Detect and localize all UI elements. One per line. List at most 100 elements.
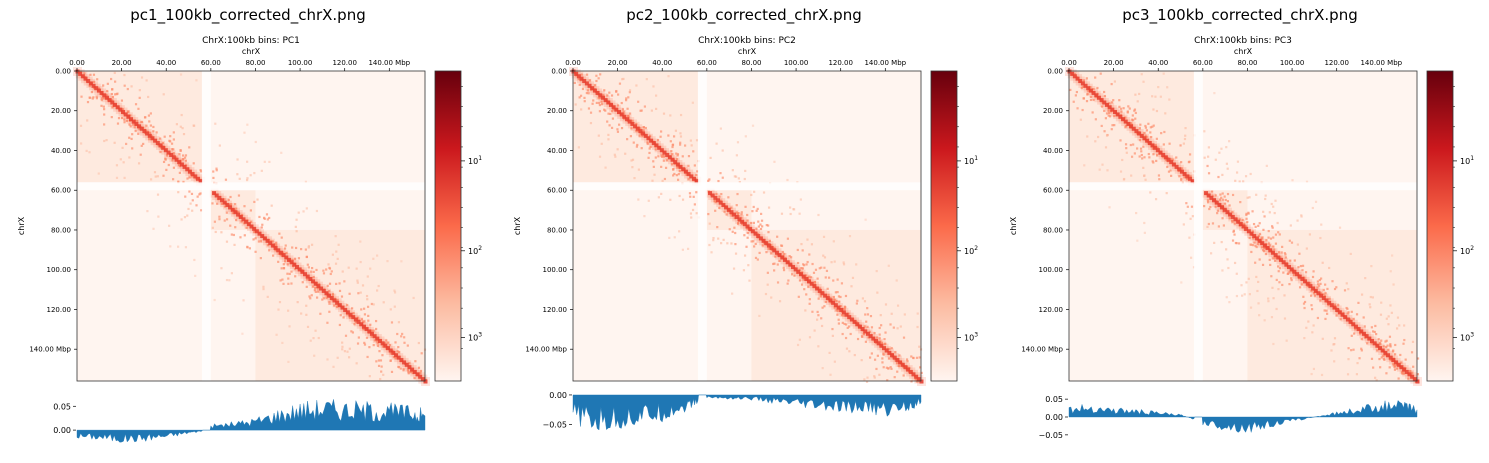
heatmap-cell [328, 289, 331, 293]
diagonal-halo [1185, 174, 1195, 184]
tick-base: 10 [1460, 157, 1470, 166]
heatmap-cell [626, 138, 629, 141]
diagonal-halo [756, 233, 766, 243]
diagonal-cell [1410, 374, 1415, 379]
heatmap-cell [80, 142, 83, 145]
diagonal-halo [233, 210, 243, 220]
x-tick-label: 80.00 [1237, 59, 1257, 67]
diagonal-cell [1332, 305, 1337, 310]
heatmap-cell [195, 204, 198, 207]
heatmap-cell [1300, 215, 1303, 218]
heatmap-cell [115, 176, 119, 179]
diagonal-halo [1102, 100, 1112, 110]
diagonal-halo [908, 369, 918, 379]
diagonal-cell [1348, 319, 1353, 324]
diagonal-halo [249, 224, 259, 234]
heatmap-cell [312, 337, 315, 340]
heatmap-cell [242, 299, 245, 302]
diagonal-cell [1281, 260, 1286, 265]
heatmap-cell [311, 285, 315, 288]
heatmap-cell [876, 291, 879, 294]
heatmap-cell [1292, 273, 1296, 277]
diagonal-halo [1359, 329, 1369, 339]
heatmap-cell [1182, 142, 1185, 145]
heatmap-cell [578, 96, 581, 99]
heatmap-cell [1323, 294, 1327, 297]
heatmap-cell [359, 260, 362, 264]
heatmap-cell [180, 113, 183, 117]
heatmap-cell [1207, 222, 1210, 226]
heatmap-cell [878, 373, 881, 376]
heatmap-cell [325, 268, 328, 271]
diagonal-cell [1249, 231, 1254, 236]
heatmap-cell [654, 156, 657, 159]
diagonal-halo [73, 67, 82, 76]
heatmap-cell [796, 343, 800, 347]
diagonal-cell [212, 191, 217, 196]
diagonal-cell [600, 95, 605, 100]
heatmap-cell [1086, 135, 1089, 138]
heatmap-cell [1219, 193, 1222, 196]
heatmap-cell [714, 200, 717, 203]
heatmap-cell [1288, 239, 1291, 242]
heatmap-cell [181, 127, 184, 130]
diagonal-halo [1295, 272, 1305, 282]
heatmap-cell [341, 345, 344, 348]
heatmap-cell [1182, 223, 1185, 226]
heatmap-cell [1370, 265, 1373, 268]
heatmap-cell [1277, 231, 1280, 234]
x-tick-label: 140.00 Mbp [864, 59, 906, 67]
heatmap-cell [899, 325, 902, 328]
heatmap-cell [743, 254, 747, 257]
heatmap-cell [1324, 283, 1327, 286]
heatmap-cell [839, 295, 842, 299]
heatmap-cell [1382, 354, 1385, 357]
heatmap-cell [1124, 143, 1128, 146]
diagonal-cell [345, 310, 350, 315]
heatmap-cell [1108, 102, 1111, 105]
heatmap-cell [262, 285, 265, 288]
heatmap-cell [368, 346, 371, 349]
heatmap-cell [393, 305, 396, 308]
heatmap-cell [1079, 118, 1082, 121]
colorbar-tick-label: 103 [1460, 332, 1474, 343]
heatmap-cell [113, 71, 116, 75]
heatmap-cell [1264, 247, 1267, 250]
heatmap-cell [403, 336, 406, 339]
heatmap-cell [305, 207, 308, 210]
diagonal-cell [649, 138, 654, 143]
panel-title: pc2_100kb_corrected_chrX.png [626, 6, 862, 24]
heatmap-cell [842, 261, 845, 264]
heatmap-cell [380, 365, 383, 368]
heatmap-cell [761, 244, 764, 247]
heatmap-cell [149, 112, 152, 115]
heatmap-cell [616, 128, 619, 131]
heatmap-cell [181, 154, 185, 157]
diagonal-halo [598, 93, 608, 103]
diagonal-cell [1214, 200, 1219, 205]
heatmap-cell [840, 282, 844, 285]
heatmap-cell [1256, 289, 1259, 293]
heatmap-cell [758, 314, 761, 318]
diagonal-halo [660, 148, 670, 158]
heatmap-cell [1391, 254, 1394, 257]
heatmap-cell [731, 169, 734, 172]
heatmap-cell [606, 94, 609, 97]
diagonal-cell [1094, 93, 1099, 98]
diagonal-cell [627, 119, 632, 124]
colorbar-tick-label: 101 [964, 155, 978, 166]
diagonal-halo [295, 264, 305, 274]
diagonal-cell [321, 288, 326, 293]
heatmap-cell [1125, 151, 1128, 154]
heatmap-cell [263, 217, 266, 220]
heatmap-cell [756, 207, 759, 211]
heatmap-cell [252, 238, 255, 241]
heatmap-cell [370, 329, 373, 332]
diagonal-halo [825, 295, 835, 305]
heatmap-cell [110, 116, 113, 119]
heatmap-cell [843, 305, 847, 308]
heatmap-cell [253, 200, 256, 204]
heatmap-cell [632, 141, 635, 144]
diagonal-cell [1209, 195, 1214, 200]
